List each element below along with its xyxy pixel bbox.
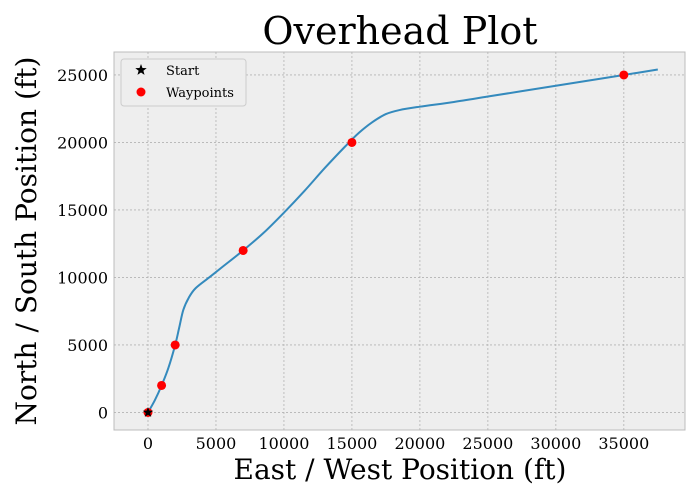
legend-box <box>120 58 247 107</box>
grid-lines <box>114 52 685 430</box>
x-tick-label: 25000 <box>462 434 513 453</box>
y-tick-label: 20000 <box>57 133 108 152</box>
chart-title: Overhead Plot <box>262 9 537 53</box>
legend-waypoints-marker <box>136 87 146 97</box>
legend-start-label: Start <box>166 64 200 79</box>
trajectory-line <box>147 68 658 413</box>
x-tick-label: 15000 <box>326 434 377 453</box>
start-marker <box>142 406 154 417</box>
x-axis-label: East / West Position (ft) <box>234 453 567 486</box>
x-tick-label: 5000 <box>196 434 237 453</box>
y-tick-label: 15000 <box>57 201 108 220</box>
x-tick-label: 30000 <box>530 434 581 453</box>
legend-start-star-icon <box>135 64 147 75</box>
y-tick-label: 10000 <box>57 268 108 287</box>
plot-area <box>113 51 686 431</box>
x-tick-label: 0 <box>143 434 153 453</box>
series-layer <box>142 68 658 417</box>
x-axis-ticks: 0 5000 10000 15000 20000 25000 30000 35000 <box>143 434 649 453</box>
y-tick-label: 25000 <box>57 66 108 85</box>
legend: Start Waypoints <box>120 58 247 107</box>
legend-waypoints-label: Waypoints <box>166 86 234 101</box>
y-tick-label: 0 <box>98 403 108 422</box>
waypoint-marker <box>347 137 357 147</box>
waypoint-marker <box>157 380 167 390</box>
x-tick-label: 10000 <box>258 434 309 453</box>
y-axis-ticks: 0 5000 10000 15000 20000 25000 <box>57 66 108 423</box>
waypoint-marker <box>238 245 248 255</box>
y-tick-label: 5000 <box>67 336 108 355</box>
y-axis-label: North / South Position (ft) <box>10 57 43 426</box>
x-tick-label: 35000 <box>598 434 649 453</box>
waypoint-marker <box>619 70 629 80</box>
waypoint-marker <box>170 340 180 350</box>
x-tick-label: 20000 <box>394 434 445 453</box>
